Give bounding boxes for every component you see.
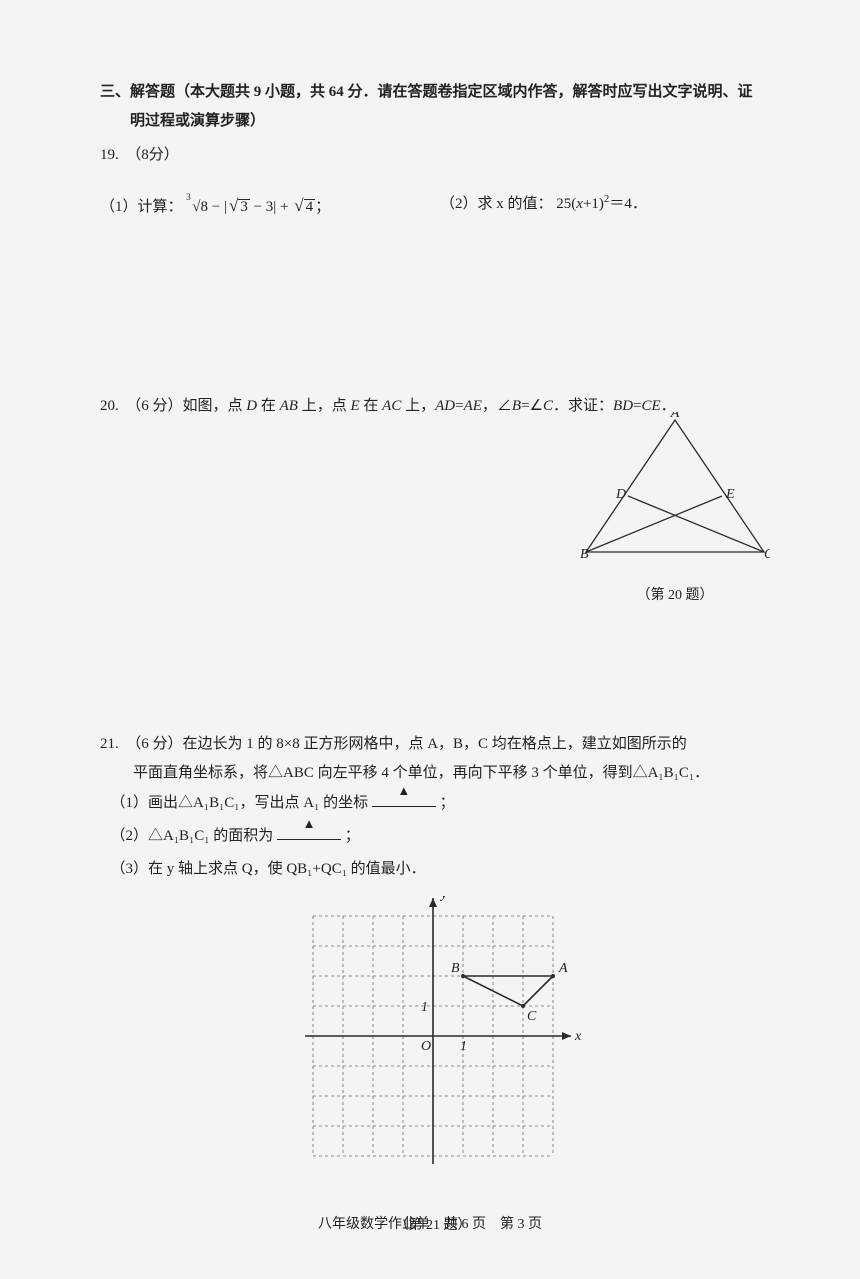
problem-21: 21. （6 分）在边长为 1 的 8×8 正方形网格中，点 A，B，C 均在格…	[100, 730, 766, 1239]
figure-21: ABCO11xy （第 21 题）	[100, 896, 766, 1239]
problem-19-head: 19. （8分）	[100, 141, 766, 170]
p19-part2-expr: 25(x+1)2＝4．	[556, 196, 647, 212]
section-heading: 三、解答题（本大题共 9 小题，共 64 分．请在答题卷指定区域内作答，解答时应…	[100, 78, 766, 135]
figure-20-caption: （第 20 题）	[580, 583, 770, 610]
p21-sub2-tail: ；	[345, 828, 360, 844]
svg-text:B: B	[580, 547, 589, 562]
svg-text:B: B	[451, 961, 460, 976]
problem-20: 20. （6 分）如图，点 D 在 AB 上，点 E 在 AC 上，AD=AE，…	[100, 392, 766, 621]
p21-line2-text: 平面直角坐标系，将△ABC 向左平移 4 个单位，再向下平移 3 个单位，得到△…	[133, 765, 709, 781]
svg-text:y: y	[439, 896, 448, 902]
blank-1: ▲	[372, 792, 436, 807]
p21-sub2-text: （2）△A₁B₁C₁ 的面积为	[111, 828, 274, 844]
figure-20: A B C D E （第 20 题）	[580, 412, 770, 610]
svg-text:E: E	[725, 487, 735, 502]
p19-part1-label: （1）计算：	[100, 199, 183, 215]
problem-19-part1: （1）计算： 3√8 − |√3 − 3| + √4；	[100, 190, 440, 222]
p21-line1: 21. （6 分）在边长为 1 的 8×8 正方形网格中，点 A，B，C 均在格…	[100, 736, 687, 752]
svg-text:1: 1	[460, 1039, 467, 1054]
p21-sub1: （1）画出△A₁B₁C₁，写出点 A₁ 的坐标 ▲ ；	[100, 787, 766, 820]
svg-text:A: A	[558, 961, 568, 976]
p21-line2: 平面直角坐标系，将△ABC 向左平移 4 个单位，再向下平移 3 个单位，得到△…	[100, 759, 766, 788]
p19-part2-label: （2）求 x 的值：	[440, 196, 553, 212]
svg-text:C: C	[527, 1009, 537, 1024]
svg-text:C: C	[764, 547, 770, 562]
problem-19: 19. （8分） （1）计算： 3√8 − |√3 − 3| + √4； （2）…	[100, 141, 766, 222]
blank-2: ▲	[277, 825, 341, 840]
svg-text:D: D	[615, 487, 626, 502]
p21-sub2: （2）△A₁B₁C₁ 的面积为 ▲ ；	[100, 820, 766, 853]
problem-19-part2: （2）求 x 的值： 25(x+1)2＝4．	[440, 190, 766, 222]
svg-text:O: O	[421, 1039, 431, 1054]
problem-21-head: 21. （6 分）在边长为 1 的 8×8 正方形网格中，点 A，B，C 均在格…	[100, 730, 766, 759]
p21-sub3: （3）在 y 轴上求点 Q，使 QB₁+QC₁ 的值最小．	[100, 853, 766, 886]
page-footer: 八年级数学作业单 共 6 页 第 3 页	[0, 1213, 860, 1233]
svg-text:x: x	[574, 1029, 582, 1044]
p21-sub1-tail: ；	[440, 795, 455, 811]
p21-sub1-text: （1）画出△A₁B₁C₁，写出点 A₁ 的坐标	[111, 795, 369, 811]
p19-part1-expr: 3√8 − |√3 − 3| + √4；	[186, 199, 330, 215]
svg-text:1: 1	[421, 1000, 428, 1015]
svg-text:A: A	[670, 412, 680, 421]
